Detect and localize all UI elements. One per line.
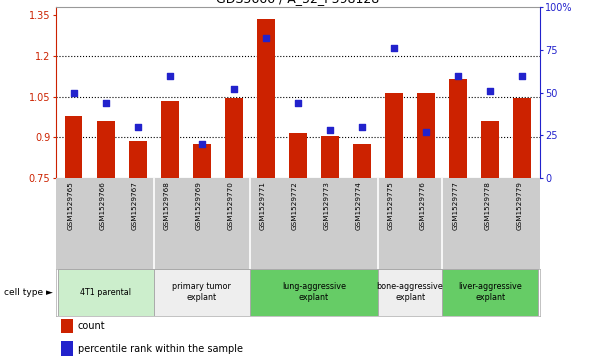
Bar (450, 79, 467, 178)
Bar (65, 115, 83, 178)
Title: GDS5666 / A_52_P598128: GDS5666 / A_52_P598128 (217, 0, 379, 5)
Point (454, 73, 463, 78)
Bar (257, 20, 275, 178)
Bar (225, 98, 242, 178)
Text: GSM1529773: GSM1529773 (324, 182, 330, 231)
Point (261, 35, 271, 41)
Text: GSM1529776: GSM1529776 (420, 182, 426, 231)
Bar (417, 93, 435, 178)
Bar (385, 93, 403, 178)
Text: GSM1529777: GSM1529777 (452, 182, 458, 231)
Point (165, 73, 175, 78)
Text: GSM1529772: GSM1529772 (292, 182, 298, 231)
Text: 4T1 parental: 4T1 parental (80, 288, 131, 297)
Bar (321, 136, 339, 178)
Point (133, 124, 142, 130)
Bar (353, 144, 371, 178)
Text: GSM1529769: GSM1529769 (196, 182, 202, 231)
Bar (129, 141, 146, 178)
Point (229, 86, 238, 92)
Text: GSM1529775: GSM1529775 (388, 182, 394, 231)
Text: bone-aggressive
explant: bone-aggressive explant (376, 282, 444, 302)
Bar (193, 144, 211, 178)
Point (101, 100, 110, 106)
Text: liver-aggressive
explant: liver-aggressive explant (458, 282, 522, 302)
Bar (154, 269, 250, 316)
Text: GSM1529771: GSM1529771 (260, 182, 266, 231)
Text: GSM1529767: GSM1529767 (132, 182, 137, 231)
Point (197, 141, 206, 147)
Point (421, 129, 431, 135)
Point (69, 90, 78, 95)
Text: cell type ►: cell type ► (4, 288, 53, 297)
Point (517, 73, 527, 78)
Point (293, 100, 303, 106)
Bar (61, 342, 73, 356)
Bar (289, 133, 307, 178)
Text: GSM1529779: GSM1529779 (516, 182, 522, 231)
Point (486, 88, 495, 94)
Text: percentile rank within the sample: percentile rank within the sample (78, 343, 243, 354)
Text: GSM1529774: GSM1529774 (356, 182, 362, 231)
Bar (442, 269, 538, 316)
Text: GSM1529766: GSM1529766 (100, 182, 106, 231)
Bar (61, 319, 73, 333)
Text: GSM1529778: GSM1529778 (484, 182, 490, 231)
Bar (378, 269, 442, 316)
Text: GSM1529768: GSM1529768 (164, 182, 170, 231)
Bar (161, 101, 179, 178)
Text: count: count (78, 321, 106, 331)
Text: lung-aggressive
explant: lung-aggressive explant (282, 282, 346, 302)
Point (389, 45, 399, 51)
Bar (513, 98, 531, 178)
Text: primary tumor
explant: primary tumor explant (172, 282, 231, 302)
Text: GSM1529770: GSM1529770 (228, 182, 234, 231)
Bar (97, 121, 114, 178)
Point (358, 124, 367, 130)
Bar (58, 269, 154, 316)
Bar (481, 121, 499, 178)
Bar (250, 269, 378, 316)
Text: GSM1529765: GSM1529765 (68, 182, 74, 231)
Point (325, 127, 335, 133)
